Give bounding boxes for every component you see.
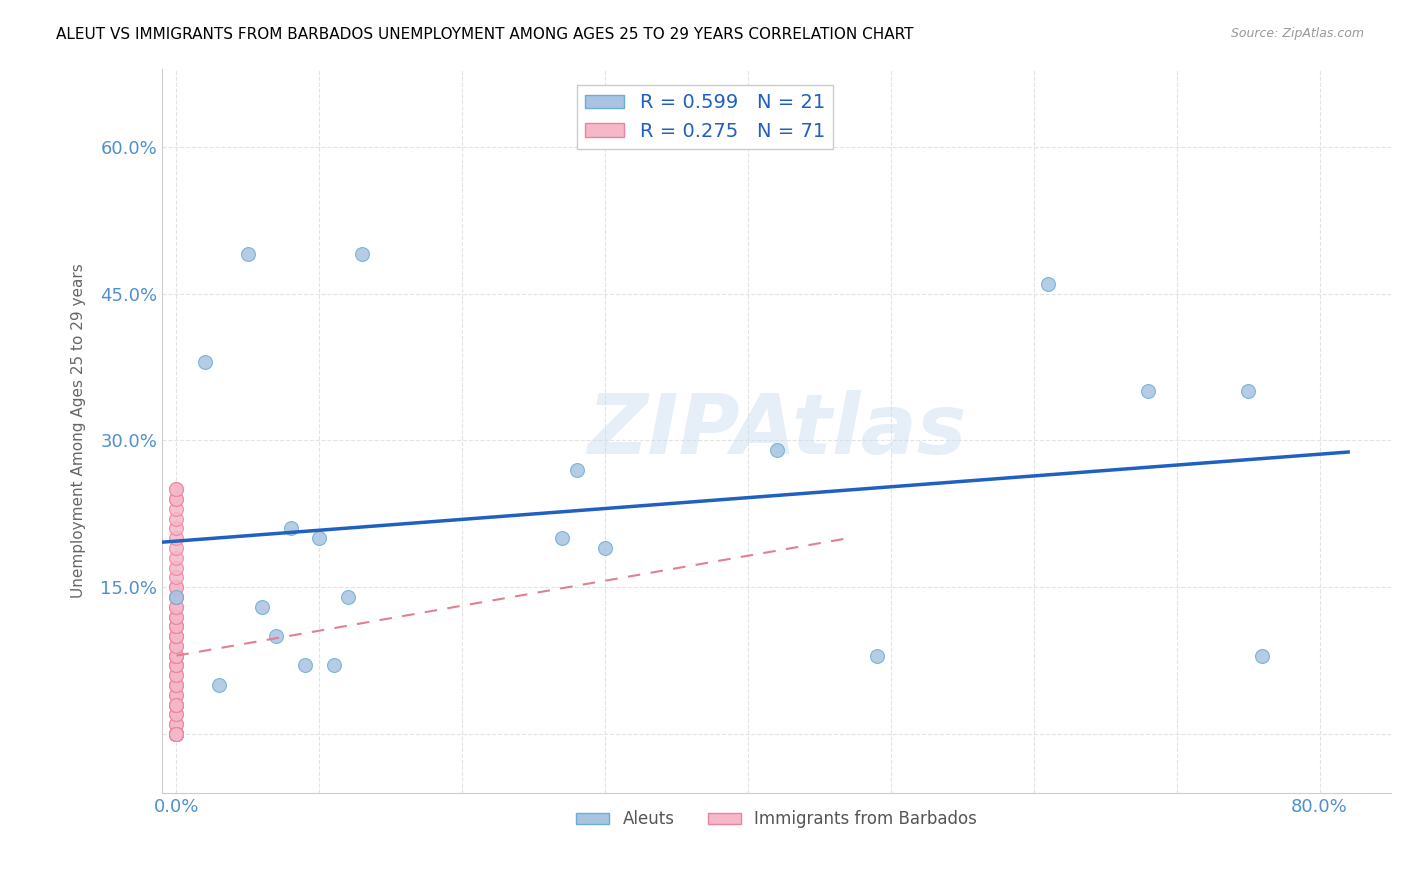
Point (165, 727, 187, 741)
Point (165, 688, 187, 702)
Point (165, 629, 187, 643)
Point (165, 483, 187, 497)
Point (165, 727, 187, 741)
Point (322, 658, 344, 673)
Point (165, 698, 187, 712)
Text: ALEUT VS IMMIGRANTS FROM BARBADOS UNEMPLOYMENT AMONG AGES 25 TO 29 YEARS CORRELA: ALEUT VS IMMIGRANTS FROM BARBADOS UNEMPL… (56, 27, 914, 42)
Point (308, 531, 330, 545)
Point (1137, 384, 1160, 399)
Point (165, 492, 187, 507)
Point (165, 560, 187, 574)
Point (551, 531, 574, 545)
Point (165, 727, 187, 741)
Point (165, 639, 187, 653)
Point (165, 717, 187, 731)
Point (165, 609, 187, 624)
Point (165, 678, 187, 692)
Point (208, 678, 231, 692)
Point (165, 483, 187, 497)
Point (165, 570, 187, 584)
Point (165, 580, 187, 594)
Point (165, 648, 187, 663)
Point (165, 590, 187, 604)
Point (165, 501, 187, 516)
Point (236, 247, 259, 261)
Point (165, 521, 187, 535)
Point (165, 727, 187, 741)
Point (194, 355, 217, 369)
Point (165, 727, 187, 741)
Point (165, 590, 187, 604)
Point (165, 727, 187, 741)
Point (165, 727, 187, 741)
Point (165, 658, 187, 673)
Point (165, 678, 187, 692)
Point (165, 658, 187, 673)
Point (1251, 648, 1274, 663)
Point (165, 688, 187, 702)
Point (165, 668, 187, 682)
Point (1036, 277, 1059, 291)
Point (165, 727, 187, 741)
Point (593, 541, 616, 555)
Point (165, 727, 187, 741)
Text: Source: ZipAtlas.com: Source: ZipAtlas.com (1230, 27, 1364, 40)
Point (165, 727, 187, 741)
Point (165, 531, 187, 545)
Point (1237, 384, 1260, 399)
Point (165, 707, 187, 722)
Y-axis label: Unemployment Among Ages 25 to 29 years: Unemployment Among Ages 25 to 29 years (72, 263, 86, 598)
Point (165, 707, 187, 722)
Point (165, 580, 187, 594)
Point (165, 599, 187, 614)
Point (165, 727, 187, 741)
Point (165, 648, 187, 663)
Point (165, 599, 187, 614)
Point (165, 727, 187, 741)
Point (165, 648, 187, 663)
Point (165, 629, 187, 643)
Point (165, 698, 187, 712)
Point (165, 658, 187, 673)
Point (165, 550, 187, 565)
Point (165, 609, 187, 624)
Legend: Aleuts, Immigrants from Barbados: Aleuts, Immigrants from Barbados (569, 804, 984, 835)
Point (165, 727, 187, 741)
Point (865, 648, 887, 663)
Point (165, 590, 187, 604)
Point (165, 698, 187, 712)
Point (336, 590, 359, 604)
Point (165, 619, 187, 633)
Point (165, 727, 187, 741)
Point (165, 727, 187, 741)
Point (165, 619, 187, 633)
Point (165, 727, 187, 741)
Point (765, 443, 787, 458)
Point (165, 541, 187, 555)
Text: ZIPAtlas: ZIPAtlas (586, 390, 966, 471)
Point (165, 727, 187, 741)
Point (165, 698, 187, 712)
Point (165, 717, 187, 731)
Point (165, 727, 187, 741)
Point (280, 521, 302, 535)
Point (165, 619, 187, 633)
Point (352, 247, 374, 261)
Point (165, 678, 187, 692)
Point (165, 668, 187, 682)
Point (294, 658, 316, 673)
Point (565, 463, 588, 477)
Point (165, 727, 187, 741)
Point (250, 599, 273, 614)
Point (165, 648, 187, 663)
Point (165, 492, 187, 507)
Point (165, 727, 187, 741)
Point (165, 727, 187, 741)
Point (165, 639, 187, 653)
Point (266, 629, 288, 643)
Point (165, 629, 187, 643)
Point (165, 511, 187, 525)
